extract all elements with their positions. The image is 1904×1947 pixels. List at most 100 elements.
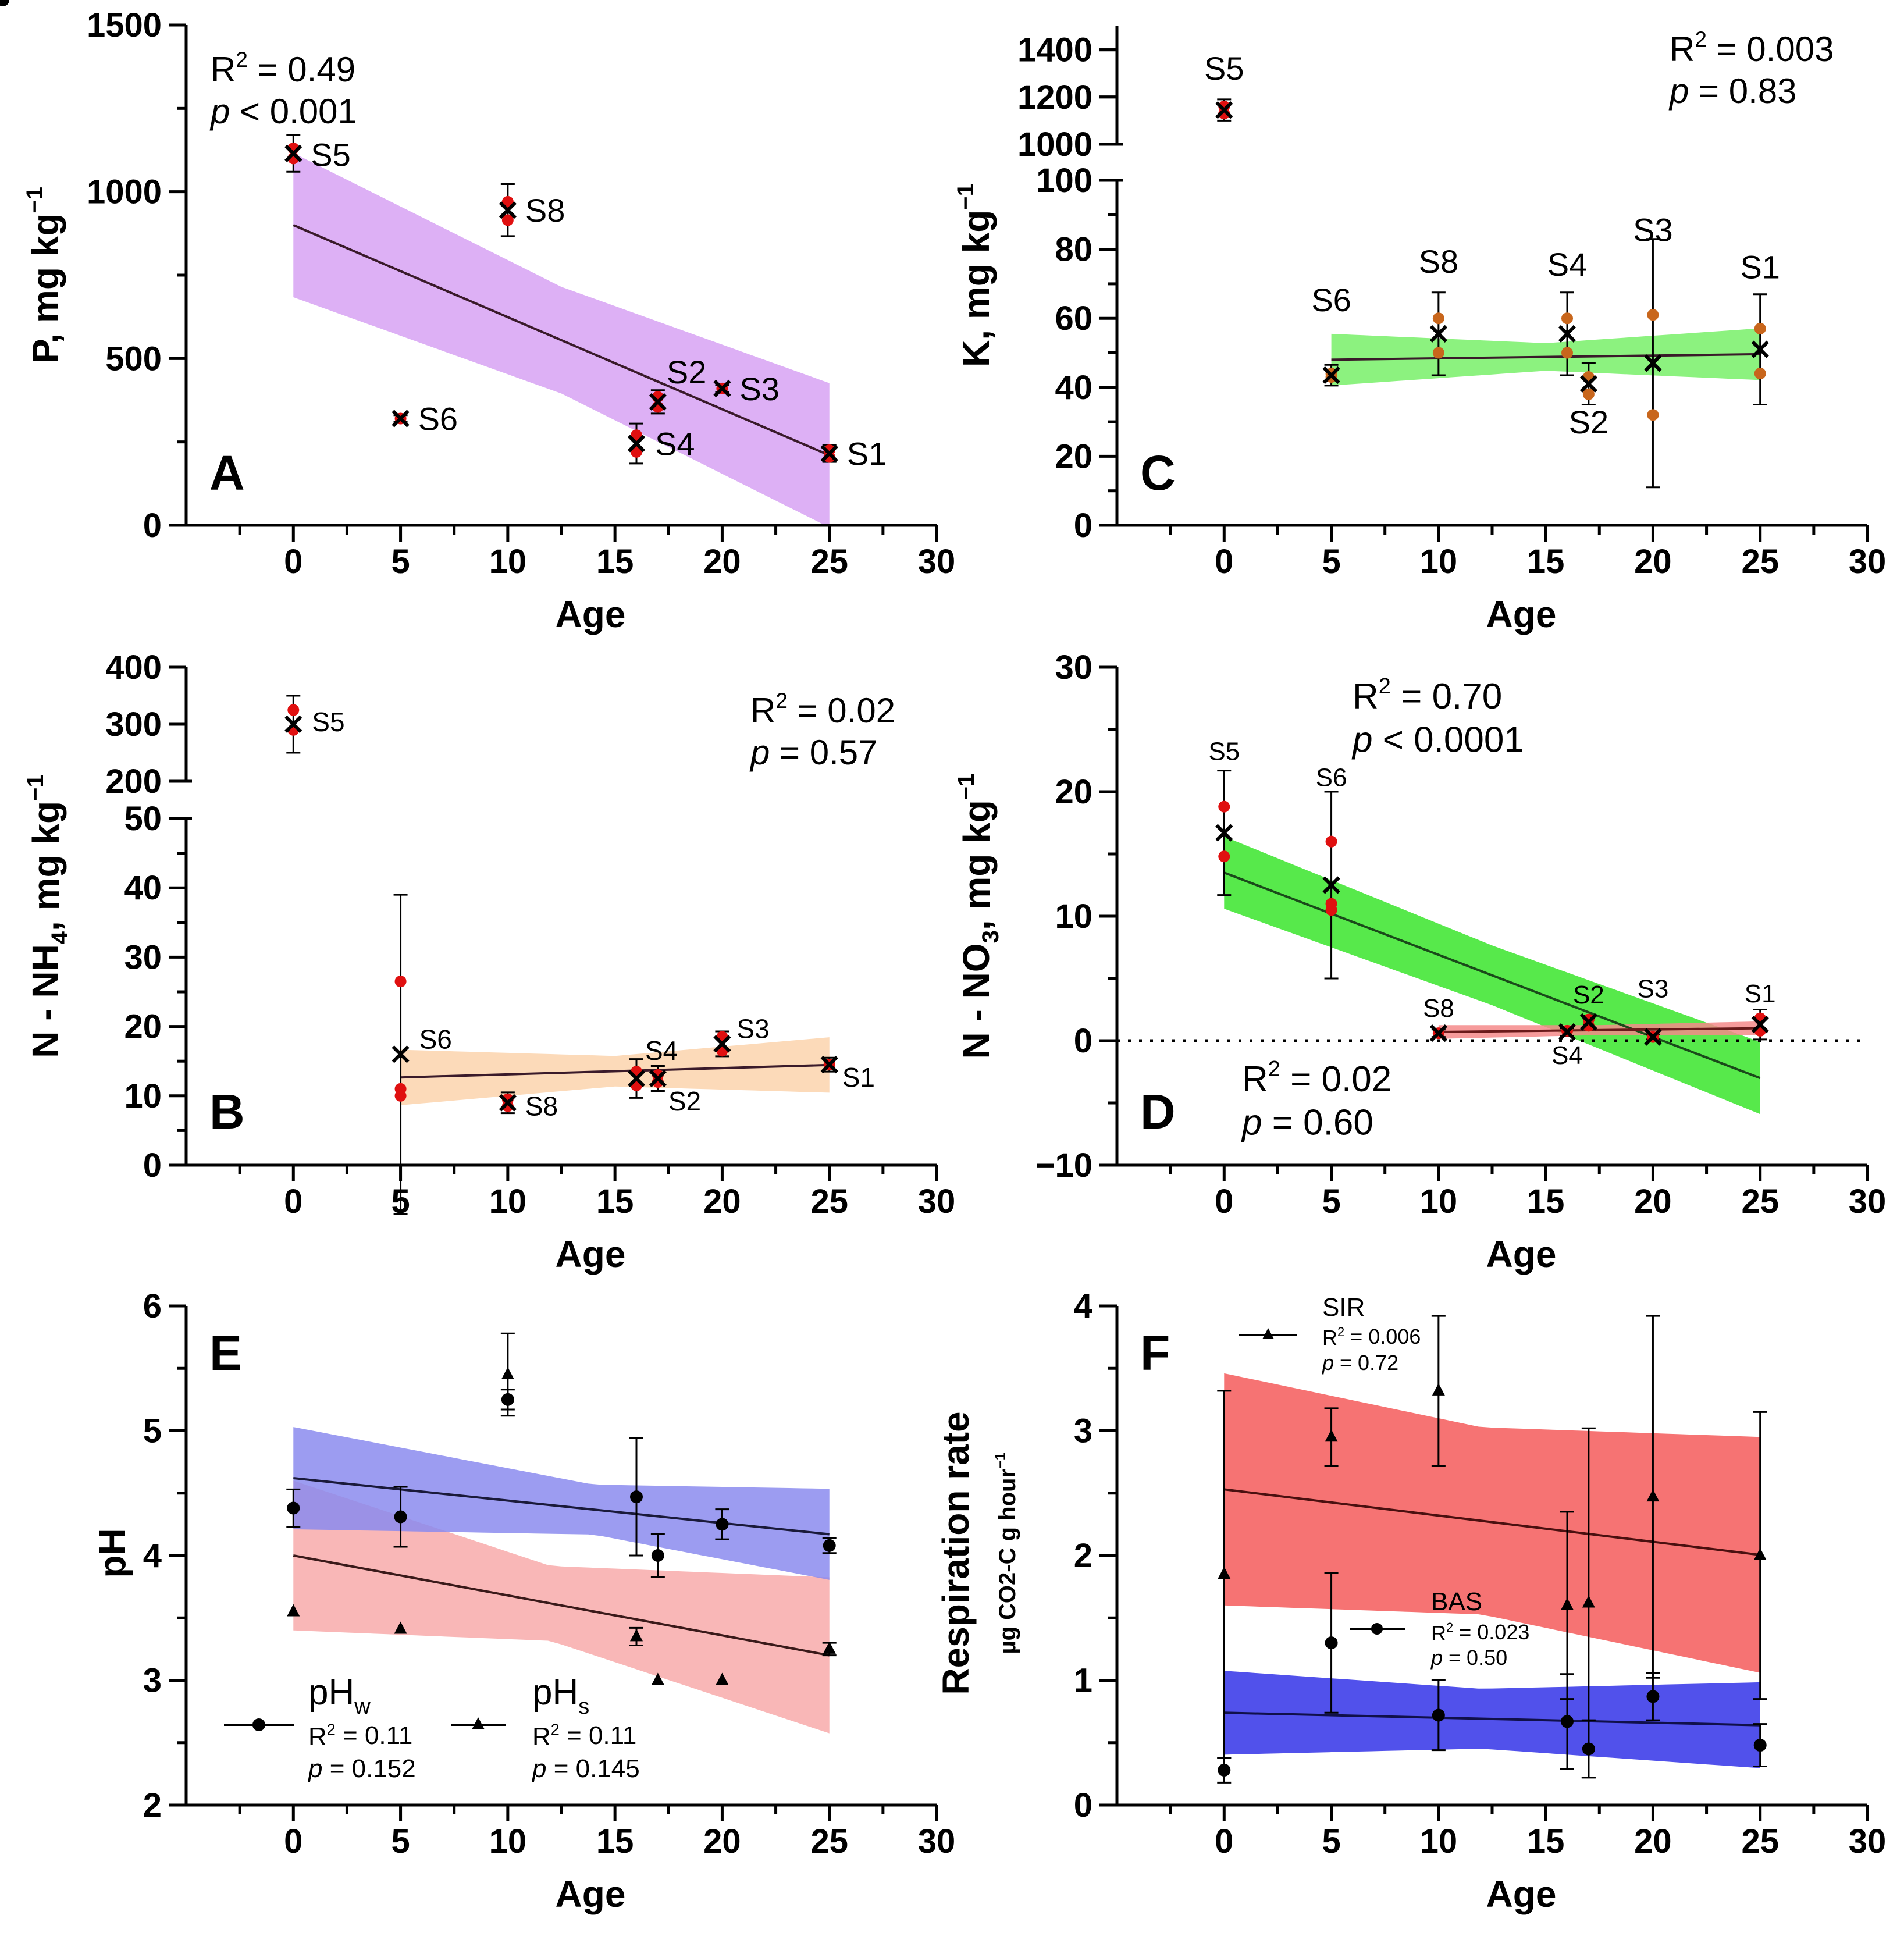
p-value-text: p < 0.0001 <box>1351 720 1524 760</box>
mean-marker <box>1579 1013 1597 1031</box>
circle-marker <box>823 1539 836 1552</box>
legend-p-phs: p = 0.145 <box>531 1754 640 1783</box>
x-tick-label: 5 <box>1322 543 1340 581</box>
point-label: S6 <box>1316 764 1347 792</box>
x-tick-label: 10 <box>489 1183 527 1220</box>
circle-marker <box>1218 1763 1231 1777</box>
x-tick-label: 10 <box>489 543 527 581</box>
y-tick-label: 2 <box>143 1786 162 1824</box>
replicate-point <box>394 976 407 988</box>
axes-F: 0 5 10 15 20 25 30 Age 0 1 2 3 4 <box>1074 1287 1887 1915</box>
r-squared-text: R2 = 0.003 <box>1670 27 1834 69</box>
confidence-band-phs <box>293 1480 830 1734</box>
x-tick-label: 25 <box>810 1183 848 1220</box>
y-tick-label: 4 <box>1074 1287 1092 1325</box>
x-tick-label: 5 <box>1322 1823 1340 1860</box>
replicate-point <box>501 195 514 208</box>
mean-marker <box>649 393 667 411</box>
circle-marker <box>651 1549 664 1562</box>
regression-line-phs <box>293 1554 830 1657</box>
x-tick-label: 25 <box>1741 543 1779 581</box>
y-upper-tick-label: 200 <box>105 763 162 800</box>
mean-marker <box>1429 325 1447 343</box>
x-axis-title: Age <box>1486 1873 1557 1915</box>
circle-marker <box>1582 1742 1595 1756</box>
legend-marker-bas <box>1371 1623 1383 1635</box>
mean-marker <box>392 410 410 428</box>
x-tick-label: 20 <box>1634 543 1672 581</box>
circle-marker <box>1432 1708 1445 1722</box>
mean-marker <box>713 379 731 398</box>
mean-marker <box>284 715 302 734</box>
regression-line-sir <box>1224 1488 1760 1556</box>
legend-label-phs: pHs <box>532 1672 589 1719</box>
replicate-point <box>394 1090 407 1102</box>
panel-letter: E <box>209 1326 242 1380</box>
point-label: S4 <box>1551 1041 1583 1070</box>
point-label: S3 <box>736 1013 769 1044</box>
y-tick-label: 0 <box>1074 1022 1092 1060</box>
y-tick-label: 6 <box>143 1287 162 1325</box>
y-axis-title: N - NH4, mg kg−1 <box>23 774 73 1058</box>
point-label: S2 <box>667 354 707 390</box>
replicate-point <box>1218 800 1230 813</box>
point-label: S6 <box>419 1024 452 1054</box>
point-label: S6 <box>418 401 458 437</box>
x-tick-label: 10 <box>1420 1823 1458 1860</box>
replicate-point <box>1325 835 1337 848</box>
circle-marker <box>716 1518 729 1531</box>
legend-label-sir: SIR <box>1322 1293 1365 1322</box>
x-tick-label: 0 <box>1215 1183 1233 1220</box>
point-label: S5 <box>311 137 351 173</box>
point-label: S6 <box>1311 282 1351 318</box>
confidence-band-phw <box>293 1427 830 1580</box>
mean-marker <box>1751 340 1769 358</box>
mean-marker <box>392 1045 410 1063</box>
x-tick-label: 10 <box>1420 1183 1458 1220</box>
x-axis-title: Age <box>1486 593 1557 635</box>
mean-marker <box>820 444 838 462</box>
triangle-marker <box>1325 1429 1338 1442</box>
point-label: S5 <box>1204 50 1244 87</box>
axes-C: 0 5 10 15 20 25 30 Age 0 20 40 60 80 100 <box>1036 26 1886 635</box>
y-tick-label: 30 <box>1055 649 1092 686</box>
mean-marker <box>284 144 302 162</box>
mean-marker <box>1322 876 1340 894</box>
replicate-point <box>1432 312 1444 325</box>
triangle-marker <box>1218 1567 1231 1579</box>
x-tick-label: 15 <box>1527 1823 1565 1860</box>
legend-marker-phw <box>252 1718 265 1731</box>
p-value-text: p = 0.57 <box>749 733 878 772</box>
x-tick-label: 20 <box>703 1823 741 1860</box>
y-tick-label: 40 <box>124 869 162 907</box>
x-tick-label: 25 <box>1741 1823 1779 1860</box>
axes-A: 0 5 10 15 20 25 30 Age 0 500 1000 1500 <box>87 6 955 635</box>
panel-letter: C <box>1140 446 1176 500</box>
replicate-point <box>287 704 300 716</box>
x-tick-label: 20 <box>1634 1183 1672 1220</box>
regression-line <box>400 1063 830 1079</box>
point-label: S5 <box>312 707 344 737</box>
point-label: S5 <box>1208 738 1240 766</box>
circle-marker <box>1561 1715 1574 1728</box>
y-upper-tick-label: 1200 <box>1017 79 1092 116</box>
y-upper-tick-label: 1000 <box>1017 126 1092 163</box>
point-label: S8 <box>1419 243 1459 280</box>
replicate-point <box>631 429 642 442</box>
legend-marker-phs <box>472 1717 485 1729</box>
panel-letter: B <box>209 1084 245 1139</box>
mean-marker <box>820 1056 838 1074</box>
point-label: S1 <box>847 436 887 472</box>
panel-letter: F <box>1140 1326 1170 1380</box>
y-upper-tick-label: 1400 <box>1017 31 1092 69</box>
y-tick-label: 0 <box>143 507 162 544</box>
mean-marker <box>1579 375 1597 393</box>
x-tick-label: 25 <box>1741 1183 1779 1220</box>
triangle-marker <box>287 1604 300 1617</box>
triangle-marker <box>394 1621 407 1634</box>
regression-line-bas <box>1224 1711 1760 1727</box>
axes-E: 0 5 10 15 20 25 30 Age 2 3 4 5 6 <box>143 1287 956 1915</box>
replicate-point <box>1218 850 1230 863</box>
replicate-point <box>1432 347 1444 359</box>
